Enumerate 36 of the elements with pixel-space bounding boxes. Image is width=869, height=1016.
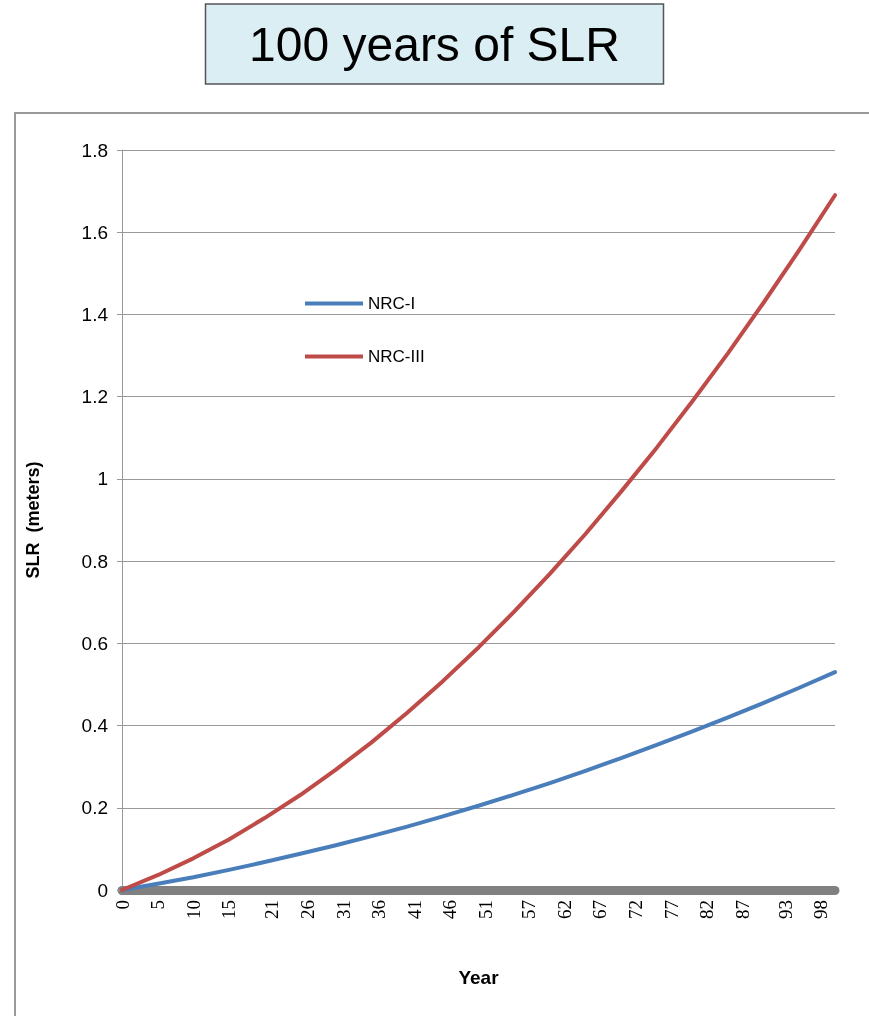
- y-tick-label: 1.2: [81, 386, 108, 408]
- y-tick-label: 0.8: [81, 550, 108, 572]
- x-tick-label: 57: [517, 900, 539, 919]
- x-tick-label: 0: [111, 900, 133, 910]
- y-tick-label: 1.6: [81, 221, 108, 243]
- x-tick-label: 36: [368, 900, 390, 919]
- x-tick-label: 93: [774, 900, 796, 919]
- x-tick-label: 77: [660, 900, 682, 919]
- chart-title: 100 years of SLR: [249, 17, 620, 71]
- line-series: [120, 670, 837, 892]
- x-tick-label: 41: [403, 900, 425, 919]
- x-axis-title: Year: [458, 967, 500, 988]
- legend-label: NRC-III: [368, 347, 425, 366]
- x-tick-label: 82: [696, 900, 718, 919]
- y-tick-label: 0.6: [81, 632, 108, 654]
- legend-label: NRC-I: [368, 294, 416, 313]
- x-tick-label: 21: [261, 900, 283, 919]
- line-series: [120, 193, 837, 892]
- x-tick-label: 51: [475, 900, 497, 919]
- y-tick-label: 1: [97, 468, 108, 490]
- x-tick-label: 98: [810, 900, 832, 919]
- x-tick-label: 15: [218, 900, 240, 919]
- y-tick-label: 1.8: [81, 139, 108, 161]
- x-tick-label: 31: [332, 900, 354, 919]
- x-tick-label: 26: [296, 900, 318, 919]
- x-tick-label: 67: [589, 900, 611, 919]
- y-tick-label: 1.4: [81, 303, 109, 325]
- y-axis-title: SLR (meters): [23, 461, 43, 579]
- x-tick-label: 87: [731, 900, 753, 919]
- x-tick-label: 62: [553, 900, 575, 919]
- x-tick-label: 10: [182, 900, 204, 919]
- y-tick-label: 0.2: [81, 797, 108, 819]
- x-tick-label: 5: [147, 900, 169, 910]
- x-tick-label: 46: [439, 900, 461, 919]
- y-tick-label: 0.4: [81, 715, 109, 737]
- x-tick-label: 72: [624, 900, 646, 919]
